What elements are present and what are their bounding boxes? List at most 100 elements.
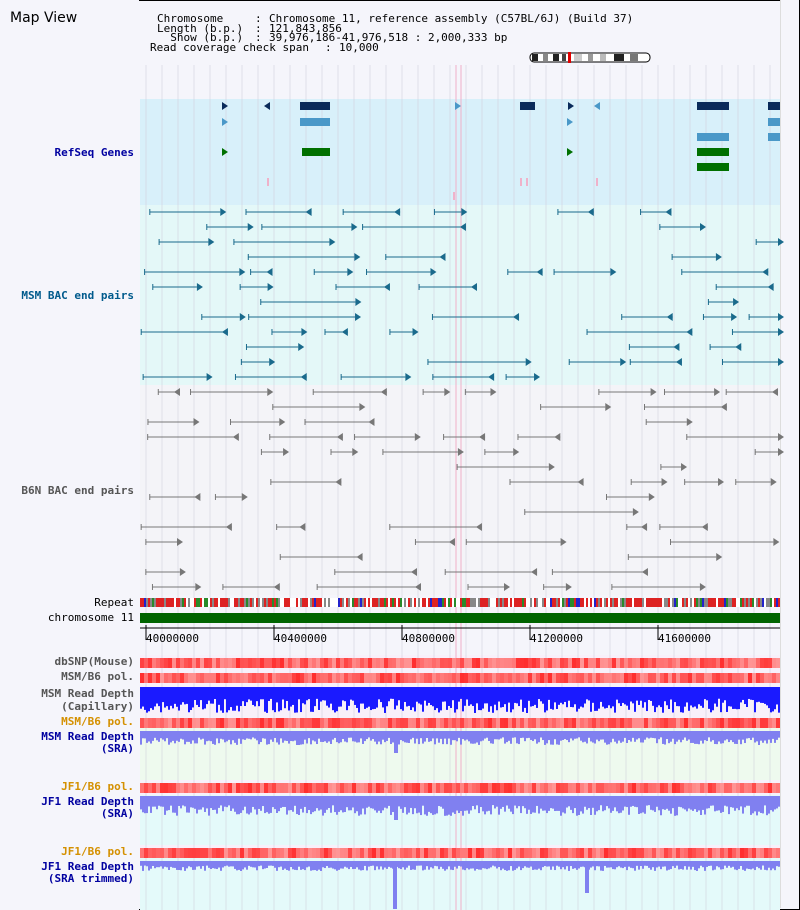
jf1-sra-depth xyxy=(742,796,744,814)
msm-capillary-depth xyxy=(282,687,284,700)
jf1-b6-pol-cell xyxy=(372,848,376,858)
jf1-sra-depth xyxy=(580,796,582,812)
repeat-block xyxy=(724,598,726,607)
jf1-trim-depth xyxy=(660,861,662,870)
msm-b6-pol-cell xyxy=(608,718,612,728)
jf1-b6-pol-cell xyxy=(140,783,144,793)
msm-b6-pol-cell xyxy=(300,718,304,728)
msm-sra-depth xyxy=(642,731,644,743)
jf1-trim-depth xyxy=(356,861,358,868)
msm-capillary-depth xyxy=(742,687,744,700)
jf1-sra-depth xyxy=(432,796,434,815)
jf1-trim-depth xyxy=(634,861,636,871)
jf1-trim-depth xyxy=(374,861,376,871)
jf1-b6-pol-cell xyxy=(388,783,392,793)
msm-b6-pol-cell xyxy=(452,718,456,728)
msm-b6-pol-cell xyxy=(156,673,160,683)
axis-tick-label: 41200000 xyxy=(530,632,583,645)
msm-b6-pol-cell xyxy=(376,718,380,728)
msm-b6-pol-cell xyxy=(460,673,464,683)
msm-b6-pol-cell xyxy=(620,718,624,728)
jf1-b6-pol-cell xyxy=(748,783,752,793)
b6n-bac-end-arrow xyxy=(479,433,486,441)
jf1-sra-depth xyxy=(510,796,512,812)
jf1-sra-depth xyxy=(336,796,338,815)
jf1-b6-pol-cell xyxy=(700,848,704,858)
msm-sra-depth xyxy=(174,731,176,744)
jf1-b6-pol-cell xyxy=(576,848,580,858)
msm-b6-pol-cell xyxy=(400,673,404,683)
repeat-block xyxy=(220,598,222,607)
msm-b6-pol-cell xyxy=(516,673,520,683)
msm-b6-pol-cell xyxy=(604,673,608,683)
jf1-trim-depth xyxy=(612,861,614,870)
jf1-sra-depth xyxy=(156,796,158,810)
msm-sra-depth xyxy=(244,731,246,740)
repeat-block xyxy=(750,598,752,607)
jf1-sra-depth xyxy=(778,796,780,807)
msm-sra-depth xyxy=(386,731,388,741)
msm-b6-pol-cell xyxy=(216,673,220,683)
msm-capillary-depth xyxy=(326,687,328,706)
jf1-trim-depth xyxy=(158,861,160,868)
repeat-block xyxy=(728,598,730,607)
msm-capillary-depth xyxy=(204,687,206,709)
msm-sra-depth xyxy=(664,731,666,745)
gene-bar xyxy=(768,102,780,110)
jf1-trim-depth xyxy=(168,861,170,870)
jf1-sra-depth xyxy=(454,796,456,814)
jf1-trim-depth xyxy=(220,861,222,871)
msm-sra-depth xyxy=(370,731,372,741)
jf1-sra-depth xyxy=(774,796,776,810)
chromosome-ideogram[interactable] xyxy=(529,52,651,63)
jf1-trim-depth xyxy=(196,861,198,867)
b6n-bac-end-arrow xyxy=(714,388,721,396)
msm-sra-depth xyxy=(460,731,462,745)
msm-sra-depth xyxy=(152,731,154,741)
msm-capillary-depth xyxy=(732,687,734,709)
b6n-bac-end-arrow xyxy=(641,523,648,531)
jf1-b6-pol-cell xyxy=(420,783,424,793)
dbsnp-cell xyxy=(180,658,184,668)
jf1-sra-depth xyxy=(582,796,584,814)
repeat-block xyxy=(266,598,268,607)
dbsnp-cell xyxy=(416,658,420,668)
repeat-block xyxy=(328,598,330,607)
msm-sra-depth xyxy=(586,731,588,744)
jf1-b6-pol-cell xyxy=(476,783,480,793)
dbsnp-cell xyxy=(572,658,576,668)
repeat-block xyxy=(592,598,594,607)
jf1-sra-depth xyxy=(646,796,648,806)
jf1-trim-depth xyxy=(192,861,194,870)
msm-capillary-depth xyxy=(776,687,778,705)
repeat-block xyxy=(476,598,478,607)
jf1-sra-depth xyxy=(534,796,536,813)
msm-capillary-depth xyxy=(694,687,696,707)
msm-b6-pol-cell xyxy=(240,718,244,728)
jf1-trim-depth xyxy=(256,861,258,871)
msm-sra-depth xyxy=(160,731,162,739)
jf1-b6-pol-cell xyxy=(344,783,348,793)
repeat-block xyxy=(384,598,386,607)
msm-capillary-depth xyxy=(142,687,144,707)
msm-b6-pol-cell xyxy=(244,673,248,683)
repeat-block xyxy=(206,598,208,607)
msm-b6-pol-cell xyxy=(140,673,144,683)
msm-capillary-depth xyxy=(748,687,750,699)
msm-b6-pol-cell xyxy=(504,718,508,728)
msm-b6-pol-cell xyxy=(360,673,364,683)
jf1-b6-pol-cell xyxy=(580,848,584,858)
jf1-sra-depth xyxy=(150,796,152,813)
repeat-block xyxy=(710,598,712,607)
msm-b6-pol-cell xyxy=(760,718,764,728)
jf1-sra-depth xyxy=(688,796,690,809)
msm-b6-pol-cell xyxy=(620,673,624,683)
repeat-block xyxy=(654,598,656,607)
repeat-block xyxy=(556,598,558,607)
jf1-sra-depth xyxy=(468,796,470,814)
jf1-sra-depth xyxy=(486,796,488,812)
msm-capillary-depth xyxy=(308,687,310,700)
jf1-b6-pol-cell xyxy=(752,783,756,793)
jf1-trim-depth xyxy=(488,861,490,869)
